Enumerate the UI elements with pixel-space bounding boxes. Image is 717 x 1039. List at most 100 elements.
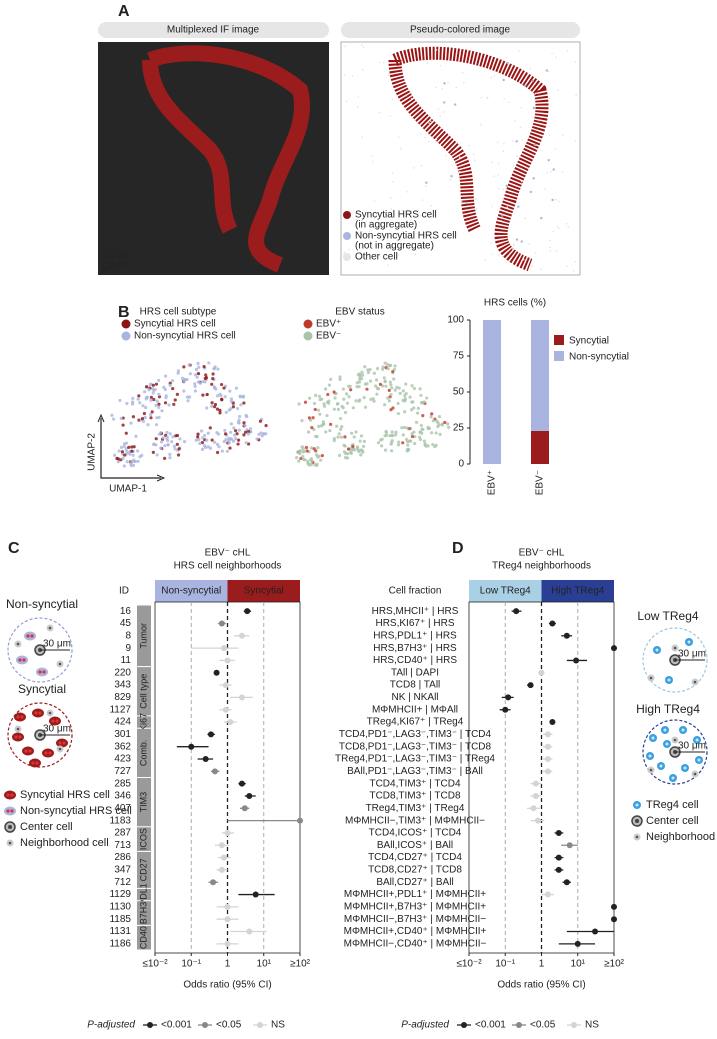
point: [218, 842, 225, 849]
nucleus: [26, 634, 30, 638]
umap-dot: [124, 447, 128, 451]
other-cell: [455, 86, 458, 89]
umap-dot: [376, 441, 381, 445]
umap-dot: [205, 438, 209, 442]
umap-dot: [172, 444, 176, 448]
umap-dot: [366, 370, 371, 375]
other-cell: [425, 185, 427, 187]
point: [611, 903, 617, 910]
header-label: Syncytial: [244, 586, 284, 597]
umap-dot: [413, 441, 417, 446]
point: [592, 928, 599, 935]
other-cell: [371, 160, 374, 163]
x-tick-label: 1: [225, 959, 231, 970]
legend-dot: [202, 1022, 208, 1028]
point: [544, 891, 551, 898]
other-cell: [546, 172, 548, 174]
umap-dot: [349, 388, 353, 392]
other-cell: [397, 136, 400, 138]
row-label: MΦMHCII+,B7H3⁺ | MΦMHCII+: [344, 902, 486, 913]
umap-dot: [302, 449, 307, 453]
other-cell: [521, 139, 524, 142]
point: [563, 879, 570, 886]
umap-dot: [410, 408, 414, 412]
legend-label: <0.001: [475, 1020, 506, 1031]
umap-dot: [243, 430, 248, 434]
other-cell: [368, 252, 371, 255]
nucleus: [35, 761, 39, 765]
umap-dot: [372, 371, 376, 375]
point: [227, 719, 234, 726]
umap-dot: [175, 392, 179, 396]
non-syncytial-cell: [501, 214, 504, 217]
nucleus: [635, 819, 639, 823]
umap-dot: [246, 432, 250, 436]
other-cell: [574, 260, 577, 263]
umap-dot: [336, 407, 341, 411]
header-label: Low TReg4: [480, 586, 531, 597]
umap-dot: [318, 412, 322, 416]
point: [210, 879, 217, 886]
other-cell: [439, 115, 442, 118]
other-cell: [428, 140, 430, 143]
row-id: 1130: [109, 902, 131, 913]
other-cell: [514, 120, 517, 122]
point: [555, 829, 562, 836]
umap-dot: [157, 392, 161, 397]
umap-dot: [218, 392, 222, 396]
umap-dot: [203, 376, 207, 381]
umap-dot: [157, 405, 161, 410]
row-id: 1183: [109, 815, 131, 826]
schematic-title: Low TReg4: [637, 609, 698, 623]
other-cell: [508, 101, 510, 103]
other-cell: [428, 122, 430, 124]
umap-dot: [388, 380, 392, 384]
point: [502, 706, 509, 713]
row-id: 346: [114, 791, 131, 802]
umap-dot: [125, 401, 129, 406]
umap-dot: [381, 367, 385, 371]
umap-dot: [309, 446, 314, 450]
nucleus: [697, 758, 701, 762]
umap-dot: [152, 397, 156, 402]
other-cell: [503, 142, 505, 145]
umap-dot: [163, 444, 167, 448]
umap-dot: [229, 397, 234, 401]
umap-dot: [297, 459, 301, 463]
umap-title: EBV status: [335, 307, 384, 318]
chart-subtitle: TReg4 neighborhoods: [492, 561, 591, 572]
umap-dot: [431, 419, 435, 423]
umap-dot: [412, 430, 416, 434]
umap-dot: [242, 401, 246, 405]
hrs-cell: [12, 732, 24, 742]
umap-dot: [317, 454, 321, 458]
umap-dot: [248, 427, 253, 431]
point: [538, 669, 545, 676]
umap-dot: [163, 401, 168, 405]
nucleus: [649, 676, 653, 680]
umap-dot: [342, 397, 346, 401]
non-syncytial-cell: [531, 79, 534, 83]
hrs-cell: [14, 712, 26, 722]
umap-dot: [222, 386, 226, 390]
other-cell: [572, 269, 575, 272]
umap-dot: [303, 400, 308, 404]
other-cell: [360, 44, 363, 47]
umap-dot: [419, 393, 423, 398]
umap-dot: [161, 436, 165, 440]
point: [220, 854, 227, 861]
umap-dot: [317, 424, 321, 428]
legend-label: Center cell: [20, 821, 73, 833]
other-cell: [557, 89, 559, 92]
other-cell: [420, 133, 422, 135]
x-tick-label: 10¹: [571, 959, 586, 970]
non-syncytial-cell: [453, 103, 457, 106]
umap-dot: [410, 400, 414, 404]
legend-label: Non-syncytial HRS cell: [355, 231, 457, 242]
group-box: [137, 827, 151, 851]
other-cell: [544, 188, 546, 190]
hrs-cell: [22, 746, 34, 756]
umap-dot: [354, 399, 358, 403]
bar-segment: [531, 430, 549, 464]
